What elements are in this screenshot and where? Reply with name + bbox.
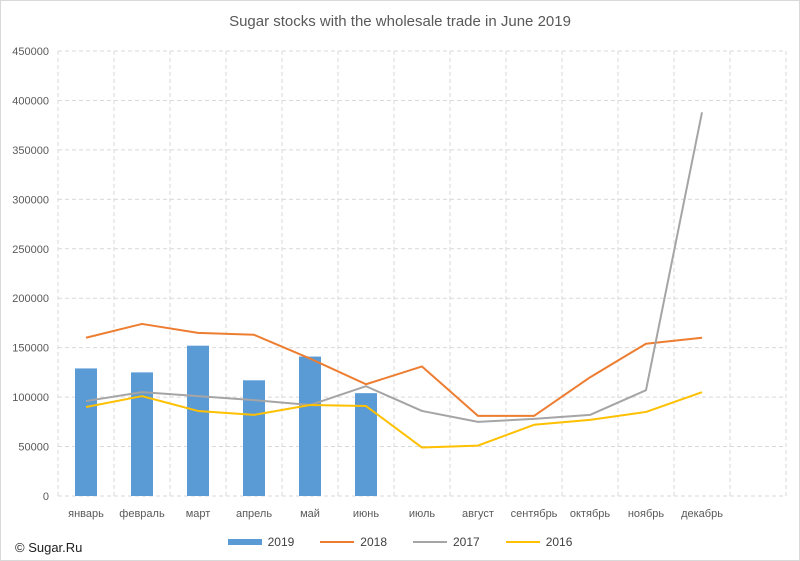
x-tick-label: сентябрь (511, 508, 558, 520)
legend-item-2018: 2018 (320, 535, 387, 549)
y-tick-label: 0 (43, 491, 49, 503)
x-tick-label: август (462, 508, 494, 520)
y-tick-label: 250000 (12, 244, 49, 256)
legend-item-2019: 2019 (227, 535, 295, 549)
legend-label-2017: 2017 (453, 535, 480, 549)
bar-2019 (187, 345, 209, 496)
line-2018 (85, 322, 703, 417)
y-tick-layer: 0 50000 100000 150000 200000 250000 300000 3500… (12, 46, 49, 503)
x-tick-label: ноябрь (628, 508, 665, 520)
y-tick-label: 400000 (12, 95, 49, 107)
y-tick-label: 200000 (12, 293, 49, 305)
legend-swatch-2017 (413, 541, 447, 543)
bar-layer (75, 345, 377, 496)
legend-item-2017: 2017 (413, 535, 480, 549)
bar-2019 (299, 356, 321, 496)
x-tick-label: июль (409, 508, 436, 520)
line-2017 (85, 112, 703, 423)
x-tick-label: июнь (353, 508, 379, 520)
grid-layer (57, 50, 787, 497)
x-tick-label: февраль (119, 508, 165, 520)
bar-2019 (131, 372, 153, 496)
y-tick-label: 100000 (12, 392, 49, 404)
legend-swatch-2019 (227, 539, 262, 545)
chart-title: Sugar stocks with the wholesale trade in… (229, 13, 571, 30)
chart-legend: 2019 2018 2017 2016 (1, 535, 799, 549)
legend-label-2018: 2018 (360, 535, 387, 549)
bar-2019 (75, 368, 97, 496)
bar-2019 (355, 393, 377, 496)
legend-item-2016: 2016 (505, 535, 573, 549)
y-tick-label: 300000 (12, 194, 49, 206)
x-tick-layer: январь февраль март апрель май июнь июль август… (68, 508, 723, 520)
x-tick-label: март (186, 508, 211, 520)
legend-swatch-2016 (505, 541, 540, 543)
y-tick-label: 150000 (12, 343, 49, 355)
y-tick-label: 350000 (12, 145, 49, 157)
legend-label-2016: 2016 (545, 535, 573, 549)
copyright-notice: © Sugar.Ru (15, 540, 83, 555)
x-tick-label: май (300, 508, 320, 520)
legend-swatch-2018 (320, 541, 355, 543)
line-2016 (85, 391, 703, 449)
x-tick-label: декабрь (681, 508, 723, 520)
x-tick-label: апрель (236, 508, 272, 520)
y-tick-label: 50000 (18, 442, 49, 454)
line-layer (85, 112, 703, 449)
bar-2019 (243, 380, 265, 496)
x-tick-label: октябрь (570, 508, 610, 520)
y-tick-label: 450000 (12, 46, 49, 58)
x-tick-label: январь (68, 508, 104, 520)
legend-label-2019: 2019 (267, 535, 295, 549)
